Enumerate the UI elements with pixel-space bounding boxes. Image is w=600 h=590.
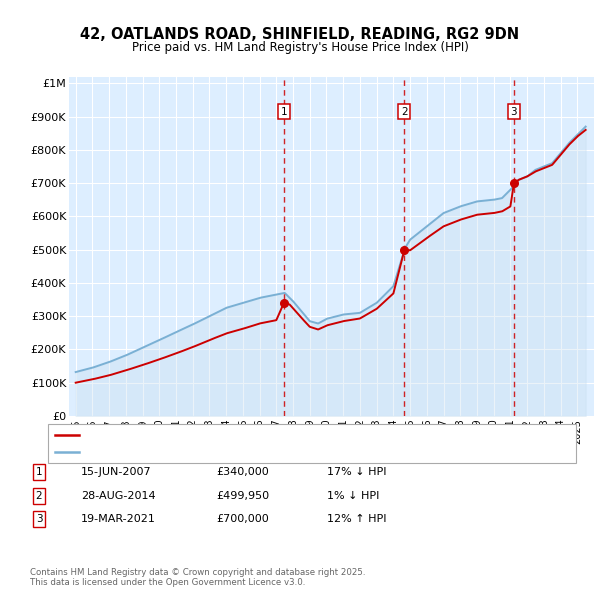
- Text: 17% ↓ HPI: 17% ↓ HPI: [327, 467, 386, 477]
- Text: HPI: Average price, detached house, Wokingham: HPI: Average price, detached house, Woki…: [84, 447, 338, 457]
- Text: 12% ↑ HPI: 12% ↑ HPI: [327, 514, 386, 524]
- Text: 1% ↓ HPI: 1% ↓ HPI: [327, 491, 379, 500]
- Text: £340,000: £340,000: [216, 467, 269, 477]
- Text: 1: 1: [281, 107, 287, 117]
- Text: 1: 1: [35, 467, 43, 477]
- Text: 19-MAR-2021: 19-MAR-2021: [81, 514, 156, 524]
- Text: Price paid vs. HM Land Registry's House Price Index (HPI): Price paid vs. HM Land Registry's House …: [131, 41, 469, 54]
- Text: 2: 2: [35, 491, 43, 500]
- Text: 42, OATLANDS ROAD, SHINFIELD, READING, RG2 9DN: 42, OATLANDS ROAD, SHINFIELD, READING, R…: [80, 27, 520, 41]
- Text: £700,000: £700,000: [216, 514, 269, 524]
- Text: 3: 3: [511, 107, 517, 117]
- Text: 3: 3: [35, 514, 43, 524]
- Text: 28-AUG-2014: 28-AUG-2014: [81, 491, 155, 500]
- Text: Contains HM Land Registry data © Crown copyright and database right 2025.
This d: Contains HM Land Registry data © Crown c…: [30, 568, 365, 587]
- Text: 2: 2: [401, 107, 407, 117]
- Text: £499,950: £499,950: [216, 491, 269, 500]
- Text: 15-JUN-2007: 15-JUN-2007: [81, 467, 152, 477]
- Text: 42, OATLANDS ROAD, SHINFIELD, READING, RG2 9DN (detached house): 42, OATLANDS ROAD, SHINFIELD, READING, R…: [84, 431, 458, 441]
